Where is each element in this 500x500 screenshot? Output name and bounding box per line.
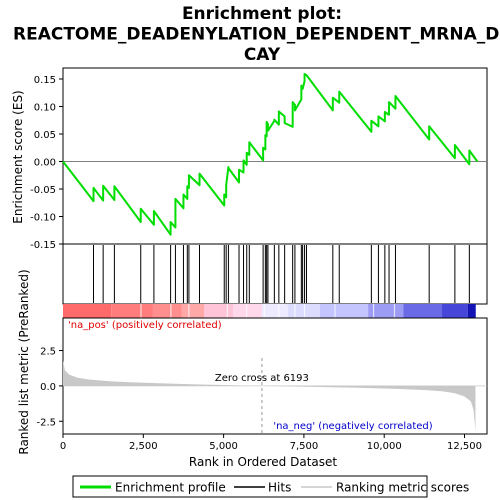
legend-ranking-label: Ranking metric scores: [336, 481, 469, 495]
es-y-axis: -0.15 -0.10 -0.05 0.00 0.05 0.10 0.15: [30, 75, 63, 251]
color-bar-segment: [181, 304, 205, 318]
ranked-list-color-bar: [63, 304, 476, 318]
color-bar-band: [372, 304, 375, 318]
color-bar-segment: [319, 304, 369, 318]
es-y-tick-label: 0.05: [34, 130, 56, 141]
color-bar-band: [188, 304, 190, 318]
color-bar-segment: [204, 304, 234, 318]
hits-panel: [62, 243, 488, 305]
color-bar-band: [303, 304, 306, 318]
es-y-tick-label: 0.10: [34, 103, 56, 114]
es-y-tick-label: -0.15: [30, 240, 56, 251]
x-axis: 0 2,500 5,000 7,500 10,000 12,500: [60, 434, 482, 452]
rank-metric-panel: -2.5 0.0 2.5 'na_pos' (positively correlat…: [17, 269, 488, 455]
rank-y-tick-label: 0.0: [40, 382, 56, 393]
color-bar-band: [393, 304, 396, 318]
x-tick-label: 10,000: [367, 441, 402, 452]
color-bar-segment: [111, 304, 153, 318]
title-line-1: Enrichment plot:: [182, 4, 342, 24]
rank-y-axis: -2.5 0.0 2.5: [36, 347, 63, 428]
x-tick-label: 5,000: [209, 441, 238, 452]
enrichment-profile-line: [62, 73, 479, 236]
color-bar-band: [334, 304, 336, 318]
color-bar-segment: [233, 304, 262, 318]
color-bar-band: [294, 304, 296, 318]
color-bar-band: [170, 304, 172, 318]
x-axis-label: Rank in Ordered Dataset: [189, 455, 337, 469]
es-y-tick-label: -0.05: [30, 185, 56, 196]
x-tick-label: 0: [60, 441, 66, 452]
legend-enrichment-label: Enrichment profile: [115, 481, 226, 495]
es-panel: -0.15 -0.10 -0.05 0.00 0.05 0.10 0.15 Enrichme…: [11, 67, 488, 251]
color-bar-band: [263, 304, 265, 318]
color-bar-band: [226, 304, 229, 318]
color-bar-segment: [467, 304, 476, 318]
x-tick-label: 12,500: [447, 441, 482, 452]
color-bar-band: [278, 304, 280, 318]
color-bar-band: [140, 304, 142, 318]
legend-hits-label: Hits: [268, 481, 291, 495]
x-tick-label: 2,500: [129, 441, 158, 452]
title-line-2: REACTOME_DEADENYLATION_DEPENDENT_MRNA_DE: [13, 25, 500, 45]
color-bar-segment: [261, 304, 288, 318]
hits-panel-frame: [62, 243, 488, 305]
neg-correlated-label: 'na_neg' (negatively correlated): [273, 421, 432, 432]
rank-y-axis-label: Ranked list metric (PreRanked): [17, 269, 31, 454]
x-tick-label: 7,500: [290, 441, 319, 452]
chart-title: Enrichment plot: REACTOME_DEADENYLATION_…: [13, 4, 500, 65]
color-bar-segment: [403, 304, 443, 318]
rank-y-tick-label: -2.5: [36, 417, 56, 428]
title-line-3: CAY: [244, 45, 281, 65]
color-bar-segment: [152, 304, 182, 318]
color-bar-segment: [442, 304, 468, 318]
es-y-tick-label: 0.00: [34, 158, 56, 169]
legend: Enrichment profile Hits Ranking metric s…: [72, 475, 469, 498]
es-y-tick-label: -0.10: [30, 213, 56, 224]
color-bar-segment: [63, 304, 112, 318]
pos-correlated-label: 'na_pos' (positively correlated): [68, 320, 222, 331]
color-bar-band: [246, 304, 248, 318]
hit-markers: [93, 245, 470, 303]
zero-cross-label: Zero cross at 6193: [215, 373, 309, 384]
es-y-axis-label: Enrichment score (ES): [11, 90, 25, 223]
es-panel-frame: [62, 67, 488, 245]
es-y-tick-label: 0.15: [34, 75, 56, 86]
rank-y-tick-label: 2.5: [40, 347, 56, 358]
rank-panel-frame: [62, 317, 488, 435]
